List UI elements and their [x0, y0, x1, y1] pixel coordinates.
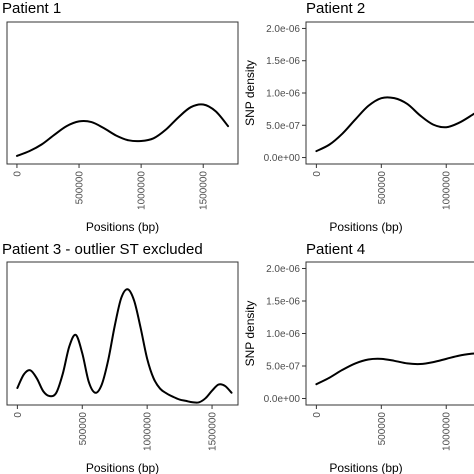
panel-4-x-tick-label: 0	[312, 412, 323, 418]
panel-2-x-tick-label: 500000	[377, 171, 388, 205]
panel-2-x-axis-label: Positions (bp)	[329, 220, 402, 234]
panel-1-x-tick-label: 500000	[75, 171, 86, 205]
panel-2-y-axis-label: SNP density	[243, 60, 257, 126]
panel-3-x-tick-label: 1000000	[143, 412, 154, 451]
panel-1-x-tick-label: 1000000	[137, 171, 148, 210]
panel-2-y-tick-label: 1.5e-06	[266, 56, 300, 67]
panel-2-y-tick-label: 0.0e+00	[264, 153, 301, 164]
panel-4-y-tick-label: 2.0e-06	[266, 264, 300, 275]
panel-2-y-tick-label: 2.0e-06	[266, 24, 300, 35]
panel-2-density-curve-1	[315, 96, 474, 153]
panel-2-x-tick-label: 0	[312, 171, 323, 177]
panel-4-y-axis-label: SNP density	[243, 301, 257, 367]
panel-3-x-axis-label: Positions (bp)	[86, 461, 159, 474]
panel-1-plot-frame	[6, 21, 239, 165]
panel-4-y-tick-label: 0.0e+00	[264, 394, 301, 405]
panel-4-y-tick-label: 1.0e-06	[266, 329, 300, 340]
panel-3-plot-frame	[6, 261, 239, 406]
panel-3-x-tick-label: 0	[13, 412, 24, 418]
panel-1-x-tick-label: 1500000	[199, 171, 210, 210]
panel-2-x-tick-label: 1000000	[442, 171, 453, 210]
panel-1-x-axis-label: Positions (bp)	[86, 220, 159, 234]
panel-4-title: Patient 4	[306, 241, 365, 258]
panel-4-x-tick-label: 1000000	[442, 412, 453, 451]
panel-1-density-curve-1	[15, 103, 230, 157]
panel-2-title: Patient 2	[306, 0, 365, 17]
panel-2-y-tick-label: 5.0e-07	[266, 121, 300, 132]
panel-1-x-tick-label: 0	[12, 171, 23, 177]
panel-2-y-tick-label: 1.0e-06	[266, 89, 300, 100]
panel-3-title: Patient 3 - outlier ST excluded	[2, 241, 203, 258]
panel-4-plot-frame	[305, 261, 474, 406]
panel-4-x-tick-label: 500000	[377, 412, 388, 446]
panel-4-x-axis-label: Positions (bp)	[329, 461, 402, 474]
panel-3-x-tick-label: 1500000	[208, 412, 219, 451]
panel-3-x-tick-label: 500000	[78, 412, 89, 446]
panel-4-y-tick-label: 1.5e-06	[266, 297, 300, 308]
panel-4-y-tick-label: 5.0e-07	[266, 362, 300, 373]
panel-1-title: Patient 1	[2, 0, 61, 17]
panel-4-density-curve-1	[315, 352, 474, 386]
panel-3-density-curve-1	[16, 288, 233, 404]
